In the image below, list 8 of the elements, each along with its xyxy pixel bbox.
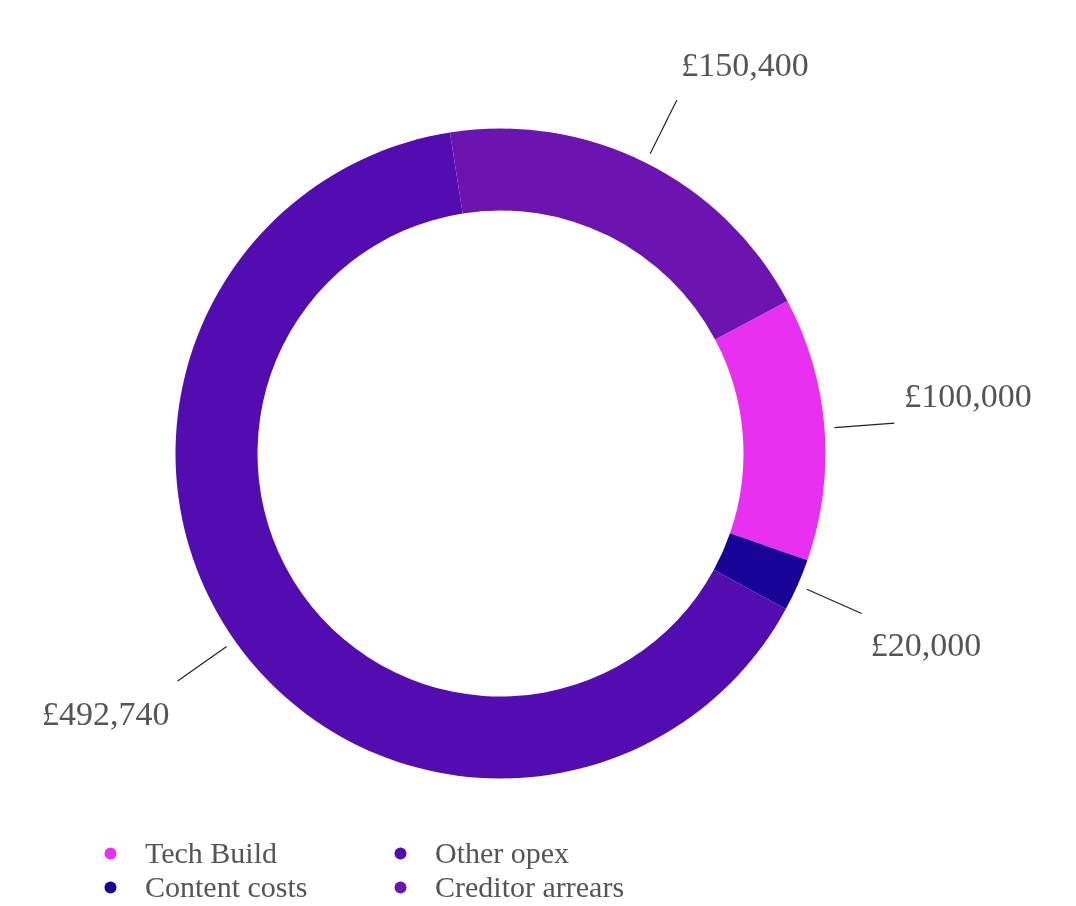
legend-label: Tech Build [145,836,279,870]
data-label: £100,000 [904,377,1032,415]
legend-label: Other opex [435,836,571,870]
legend-label: Creditor arrears [435,870,626,904]
data-label: £492,740 [41,694,170,732]
legend-label: Content costs [145,870,309,904]
data-label: £20,000 [870,625,982,663]
data-label: £150,400 [681,46,809,84]
